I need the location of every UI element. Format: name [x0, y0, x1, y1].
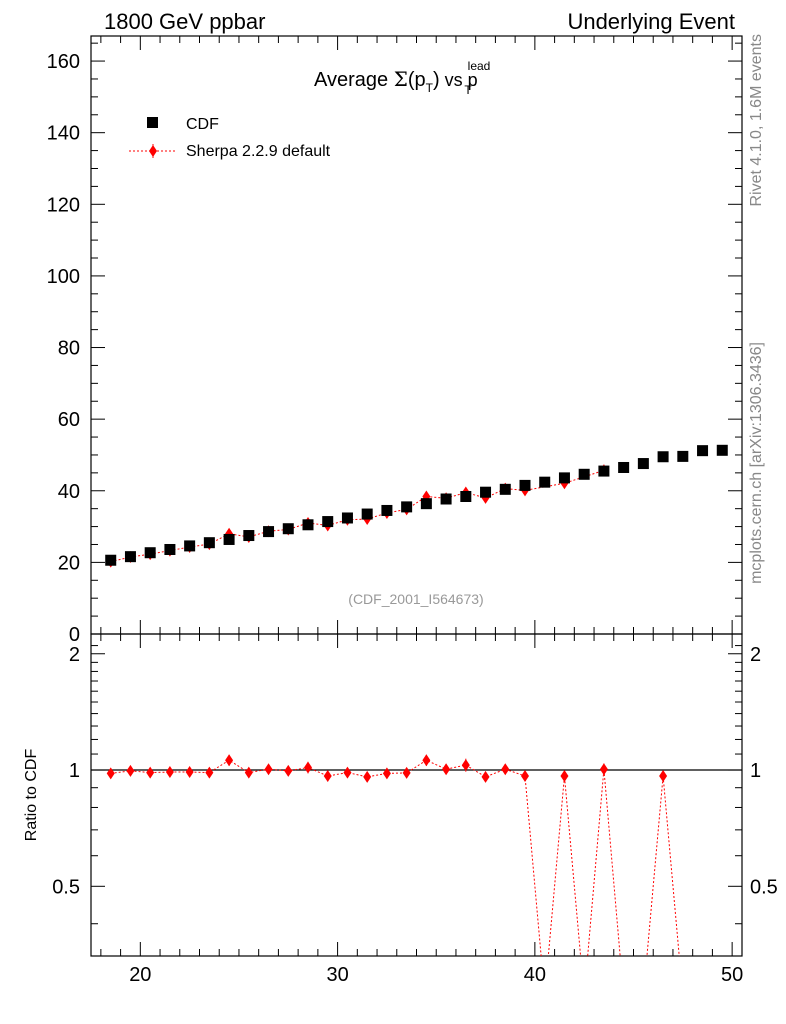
cdf-main-point — [302, 519, 314, 531]
mc-ratio-point — [284, 764, 293, 777]
mc-ratio-point — [106, 767, 115, 780]
cdf-main-point — [124, 551, 136, 563]
cdf-main-point — [341, 512, 353, 524]
mc-ratio-point — [422, 754, 431, 767]
x-tick-label: 30 — [326, 964, 348, 986]
main-y-tick-label: 160 — [47, 51, 80, 73]
mc-ratio-point — [165, 766, 174, 779]
main-y-tick-label: 140 — [47, 123, 80, 145]
cdf-main-point — [361, 508, 373, 520]
ratio-y-tick-label-left: 2 — [69, 644, 80, 666]
mc-ratio-point — [323, 770, 332, 783]
mc-ratio-line — [110, 759, 680, 956]
mc-ratio-point — [461, 759, 470, 772]
cdf-main-point — [460, 490, 472, 502]
cdf-main-point — [381, 504, 393, 516]
cdf-main-point — [420, 498, 432, 510]
cdf-main-point — [243, 530, 255, 542]
ratio-y-tick-labels: 0.5 0.5 1 1 2 2 — [52, 644, 778, 899]
cdf-main-point — [184, 540, 196, 552]
cdf-main-point — [480, 486, 492, 498]
mcplots-site-label: mcplots.cern.ch [arXiv:1306.3436] — [748, 342, 765, 584]
cdf-main-point — [322, 516, 334, 528]
main-y-tick-label: 100 — [47, 266, 80, 288]
mc-ratio-point — [126, 764, 135, 777]
x-tick-label: 20 — [129, 964, 151, 986]
main-y-tick-label: 80 — [58, 338, 80, 360]
x-tick-label: 50 — [721, 964, 743, 986]
header-right: Underlying Event — [567, 9, 735, 34]
cdf-main-point — [539, 476, 551, 488]
rivet-version-label: Rivet 4.1.0, 1.6M events — [748, 34, 765, 207]
cdf-main-point — [697, 445, 709, 457]
cdf-main-point — [105, 554, 117, 566]
mc-ratio-point — [264, 763, 273, 776]
cdf-main-point — [223, 533, 235, 545]
ratio-y-axis-label: Ratio to CDF — [23, 749, 40, 842]
mc-ratio-point — [402, 766, 411, 779]
mc-ratio-point — [225, 754, 234, 767]
main-y-tick-labels: 0 20 40 60 80 100 120 140 160 — [47, 51, 80, 646]
ratio-axes — [91, 634, 742, 956]
x-tick-label: 40 — [524, 964, 546, 986]
plot-title: Average Σ(pT) vs plead T — [314, 59, 490, 97]
ratio-y-tick-label-right: 2 — [750, 644, 761, 666]
mc-ratio-point — [521, 770, 529, 783]
cdf-main-point — [144, 547, 156, 559]
mc-ratio-point — [560, 770, 569, 783]
cdf-main-point — [618, 461, 630, 473]
main-y-tick-label: 120 — [47, 194, 80, 216]
mc-series-main — [106, 464, 608, 568]
mc-ratio-point — [382, 767, 391, 780]
cdf-main-point — [637, 458, 649, 470]
cdf-main-point — [282, 523, 294, 535]
mc-ratio-point — [304, 761, 312, 774]
x-tick-labels: 20 30 40 50 — [129, 964, 743, 986]
ratio-y-tick-label-left: 0.5 — [52, 876, 80, 898]
cdf-main-point — [401, 501, 413, 513]
ratio-y-tick-label-right: 0.5 — [750, 876, 778, 898]
ratio-y-tick-label-left: 1 — [69, 760, 80, 782]
mc-ratio-point — [442, 763, 451, 776]
mc-series-ratio — [106, 754, 680, 956]
mc-ratio-point — [146, 766, 155, 779]
cdf-main-point — [203, 537, 215, 549]
mc-ratio-point — [659, 770, 668, 783]
ratio-panel-frame — [90, 633, 743, 957]
cdf-main-point — [263, 526, 275, 538]
cdf-main-point — [499, 483, 511, 495]
ratio-y-tick-label-right: 1 — [750, 760, 761, 782]
mc-ratio-point — [205, 766, 214, 779]
cdf-main-point — [716, 444, 728, 456]
legend: CDF Sherpa 2.2.9 default — [129, 116, 331, 160]
main-y-tick-label: 0 — [69, 624, 80, 646]
legend-data-label: CDF — [186, 116, 219, 133]
mc-ratio-point — [343, 766, 352, 779]
main-y-tick-label: 40 — [58, 481, 80, 503]
legend-mc-marker — [149, 145, 157, 157]
cdf-main-point — [519, 479, 531, 491]
cdf-main-point — [657, 451, 669, 463]
main-y-tick-label: 20 — [58, 552, 80, 574]
cdf-main-point — [598, 465, 610, 477]
mc-ratio-point — [501, 763, 510, 776]
analysis-reference: (CDF_2001_I564673) — [348, 591, 483, 607]
mc-ratio-point — [481, 770, 490, 783]
header-left: 1800 GeV ppbar — [104, 9, 265, 34]
cdf-main-point — [558, 472, 570, 484]
cdf-main-point — [164, 543, 176, 555]
cdf-series-main — [105, 444, 728, 566]
mc-ratio-point — [244, 766, 253, 779]
main-axes — [91, 36, 742, 635]
mc-ratio-point — [185, 766, 194, 779]
cdf-main-point — [440, 493, 452, 505]
legend-data-marker — [147, 117, 158, 128]
cdf-main-point — [578, 468, 590, 480]
main-y-tick-label: 60 — [58, 409, 80, 431]
cdf-main-point — [677, 450, 689, 462]
legend-mc-label: Sherpa 2.2.9 default — [186, 143, 331, 160]
mc-ratio-point — [599, 763, 608, 776]
mc-ratio-point — [363, 770, 372, 783]
